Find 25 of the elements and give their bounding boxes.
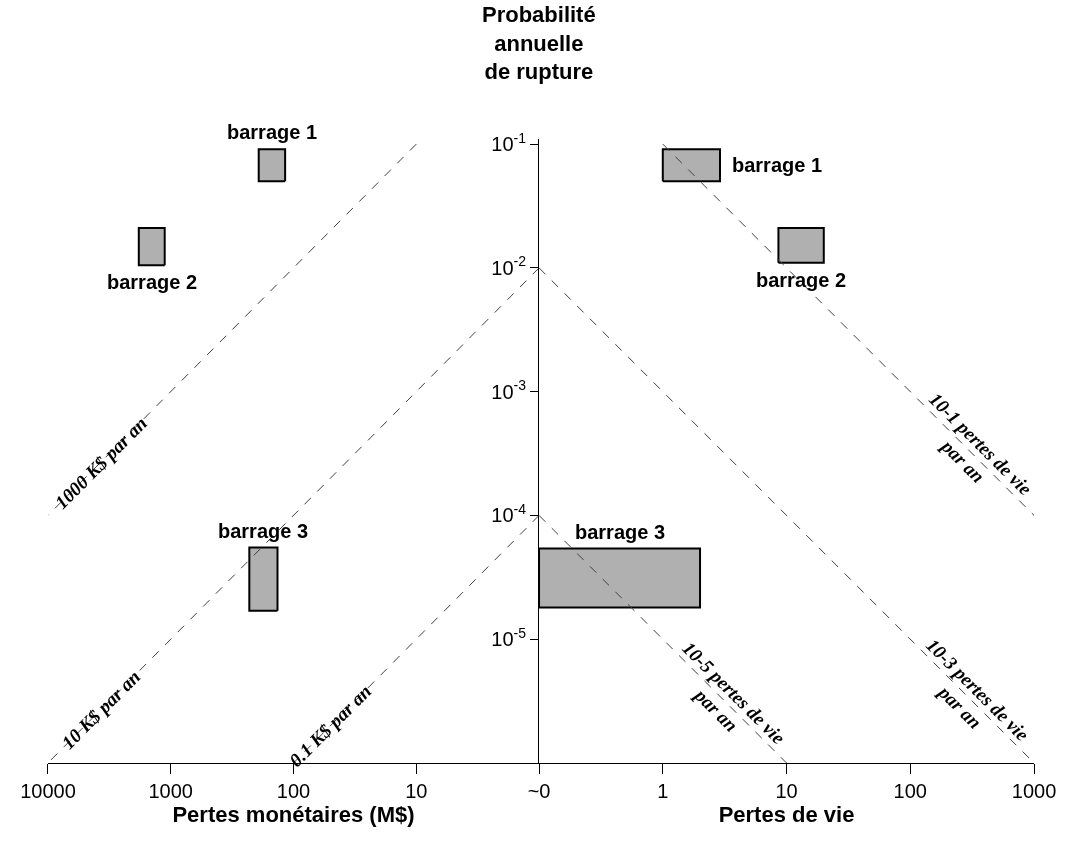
series-label: barrage 3 (575, 521, 666, 543)
series-label: barrage 1 (732, 154, 823, 176)
series-label: barrage 3 (218, 520, 309, 542)
y-tick-label: 10$^{-4}$ (491, 501, 527, 527)
y-tick-label: 10$^{-3}$ (491, 377, 527, 403)
series-label: barrage 1 (227, 121, 318, 143)
x-tick-label: 10 (775, 779, 798, 802)
x-tick-label: 10 (405, 779, 428, 802)
y-tick-label: 10$^{-2}$ (491, 253, 527, 279)
series-label: barrage 2 (756, 269, 847, 291)
x-tick-label: 1000 (148, 779, 193, 802)
annotation: 0.1 K$ par an (285, 680, 376, 771)
x-tick-label: 100 (893, 779, 927, 802)
x-tick-label: 1000 (1011, 779, 1057, 802)
series-label: barrage 2 (107, 271, 198, 293)
x-tick-label: ~0 (527, 779, 551, 802)
y-tick-label: 10$^{-1}$ (491, 129, 527, 156)
x-tick-label: 10000 (20, 779, 76, 802)
y-axis-title: Probabilité annuelle de rupture (482, 2, 596, 85)
x-axis-title: Pertes de vie (718, 801, 855, 827)
x-tick-label: 1 (657, 779, 669, 802)
y-tick-label: 10$^{-5}$ (491, 624, 527, 651)
annotation: 10 K$ par an (57, 666, 145, 753)
x-tick-label: 100 (276, 779, 311, 802)
x-axis-title: Pertes monétaires (M$) (172, 801, 415, 827)
